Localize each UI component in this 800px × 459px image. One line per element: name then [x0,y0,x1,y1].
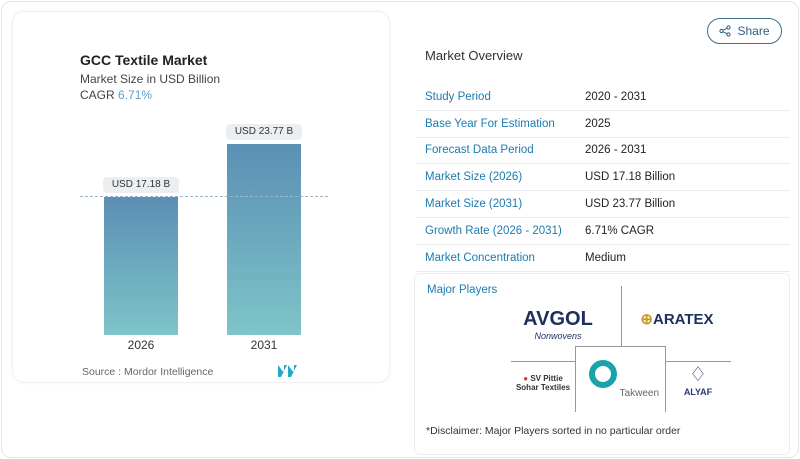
overview-table: Study Period 2020 - 2031 Base Year For Est… [416,84,790,272]
row-value: USD 17.18 Billion [585,171,676,184]
row-value: 2026 - 2031 [585,144,647,157]
sv-pittie-logo: ● SV Pittie Sohar Textiles [515,374,571,392]
overview-row: Market Size (2026) USD 17.18 Billion [416,164,790,192]
source: Source : Mordor Intelligence [82,366,214,378]
overview-row: Forecast Data Period 2026 - 2031 [416,138,790,165]
overview-title: Market Overview [425,48,523,63]
row-label: Market Size (2026) [425,171,523,184]
row-value: USD 23.77 Billion [585,198,676,211]
data-label: USD 23.77 B [226,124,302,140]
alyaf-logo: ♢ ALYAF [683,364,713,397]
row-value: 2025 [585,117,611,130]
bar-2026 [104,196,178,335]
chart-title: GCC Textile Market [80,52,208,68]
row-label: Base Year For Estimation [425,117,555,130]
cagr-label: CAGR [80,88,115,102]
overview-row: Market Concentration Medium [416,245,790,272]
overview-row: Study Period 2020 - 2031 [416,84,790,111]
overview-row: Growth Rate (2026 - 2031) 6.71% CAGR [416,218,790,245]
row-label: Market Size (2031) [425,198,523,211]
row-label: Forecast Data Period [425,144,534,157]
overview-row: Market Size (2031) USD 23.77 Billion [416,191,790,218]
data-label: USD 17.18 B [103,176,179,193]
row-value: 2020 - 2031 [585,90,647,103]
chart-subtitle: Market Size in USD Billion [80,72,221,86]
major-players-title: Major Players [427,284,498,296]
avgol-logo: AVGOL Nonwovens [523,308,593,341]
row-value: 6.71% CAGR [585,224,655,237]
x-tick-label: 2026 [127,338,155,352]
share-icon [719,25,732,37]
cagr-value: 6.71% [118,88,153,102]
mordor-logo-icon [278,365,297,377]
row-label: Study Period [425,90,491,103]
cagr: CAGR 6.71% [80,88,152,102]
reference-line [80,196,328,197]
share-button[interactable]: Share [707,18,782,44]
bar-2031 [227,144,301,335]
x-tick-label: 2031 [250,338,278,352]
overview-row: Base Year For Estimation 2025 [416,111,790,138]
row-label: Growth Rate (2026 - 2031) [425,224,562,237]
row-value: Medium [585,251,626,264]
aratex-logo: ⊕ARATEX [640,311,714,328]
takween-logo: Takween [585,360,659,399]
chart-card [12,11,390,383]
disclaimer: *Disclaimer: Major Players sorted in no … [426,425,681,437]
row-label: Market Concentration [425,251,535,264]
share-label: Share [737,24,770,38]
major-players-panel: Major Players AVGOL Nonwovens ⊕ARATEX ● S… [414,273,790,455]
